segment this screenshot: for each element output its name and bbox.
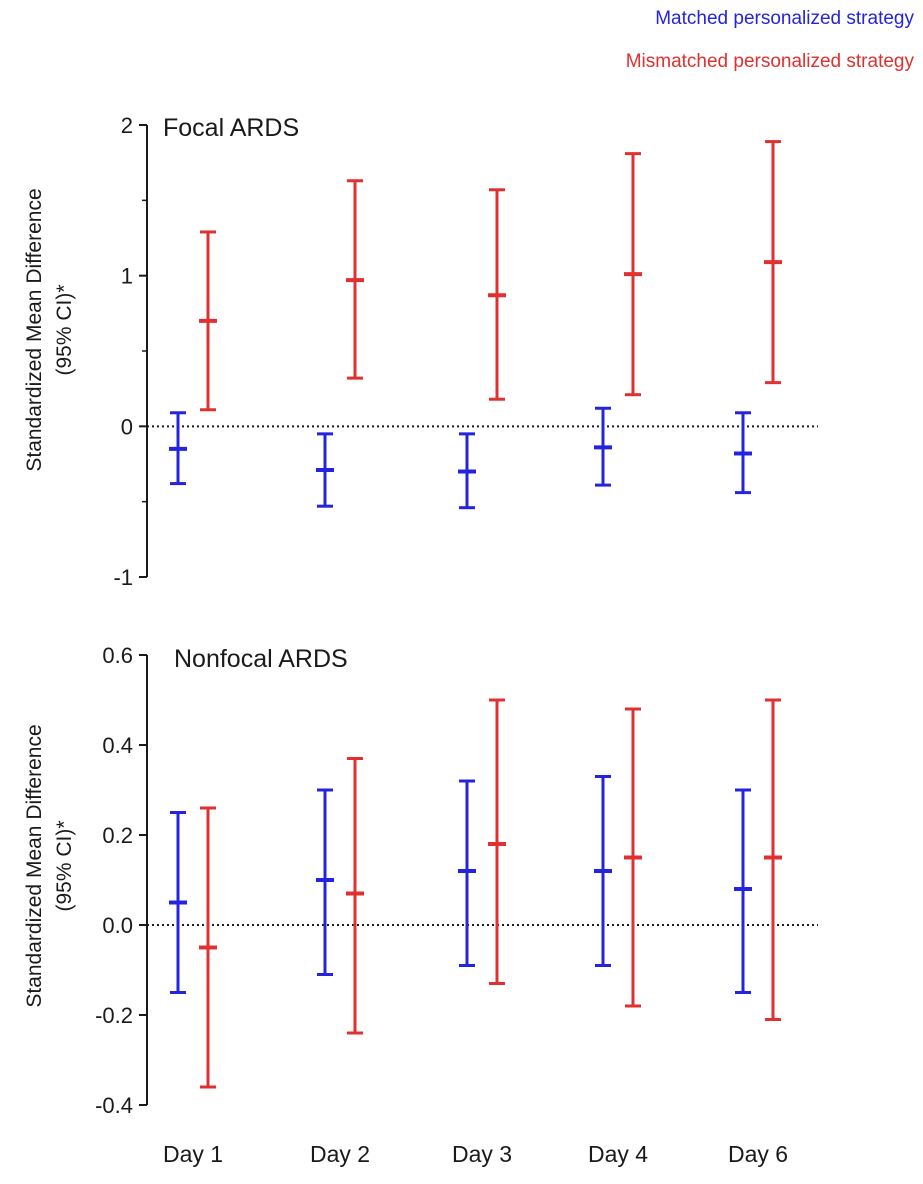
x-category-label: Day 4 (588, 1141, 648, 1167)
x-category-label: Day 1 (163, 1141, 223, 1167)
focal-ylabel-line1: Standardized Mean Difference (23, 188, 46, 471)
nonfocal-matched-errorbar-5 (734, 788, 752, 994)
focal-ards-panel: Focal ARDS Standardized Mean Difference … (23, 113, 818, 590)
focal-matched-errorbar-5 (734, 411, 752, 495)
focal-y-tick-label: 0 (121, 414, 133, 439)
focal-ylabel-line2: (95% CI)* (53, 284, 76, 375)
x-category-label: Day 6 (728, 1141, 788, 1167)
nonfocal-y-tick-label: 0.4 (102, 733, 133, 758)
focal-mismatched-errorbar-2 (346, 179, 364, 380)
focal-matched-errorbar-4 (594, 406, 612, 487)
focal-y-tick-label: 2 (121, 113, 133, 138)
focal-matched-errorbar-3 (458, 432, 476, 510)
nonfocal-matched-errorbar-2 (316, 788, 334, 976)
nonfocal-mismatched-errorbar-1 (199, 806, 217, 1089)
nonfocal-y-tick-label: 0.2 (102, 823, 133, 848)
nonfocal-mismatched-errorbar-2 (346, 757, 364, 1035)
focal-mismatched-errorbar-5 (764, 140, 782, 385)
nonfocal-ards-panel: Nonfocal ARDS Standardized Mean Differen… (23, 643, 818, 1118)
focal-mismatched-errorbar-1 (199, 230, 217, 412)
nonfocal-ylabel-line2: (95% CI)* (53, 820, 76, 911)
legend-mismatched-label: Mismatched personalized strategy (626, 51, 915, 72)
nonfocal-ylabel-line1: Standardized Mean Difference (23, 724, 46, 1007)
focal-y-tick-label: -1 (113, 565, 133, 590)
focal-marks: 2 1 0 -1 (113, 113, 818, 590)
x-category-label: Day 2 (310, 1141, 370, 1167)
nonfocal-y-tick-label: -0.2 (95, 1003, 133, 1028)
nonfocal-matched-errorbar-1 (169, 811, 187, 994)
nonfocal-y-tick-label: 0.6 (102, 643, 133, 668)
focal-y-tick-label: 1 (121, 264, 133, 289)
focal-panel-title: Focal ARDS (163, 114, 299, 142)
x-category-label: Day 3 (452, 1141, 512, 1167)
nonfocal-mismatched-errorbar-4 (624, 707, 642, 1008)
x-category-labels: Day 1 Day 2 Day 3 Day 4 Day 6 (163, 1141, 788, 1167)
nonfocal-y-tick-label: 0.0 (102, 913, 133, 938)
focal-mismatched-errorbar-3 (488, 188, 506, 401)
legend-matched-label: Matched personalized strategy (655, 8, 914, 29)
focal-matched-errorbar-2 (316, 432, 334, 508)
focal-matched-errorbar-1 (169, 411, 187, 486)
nonfocal-y-tick-label: -0.4 (95, 1093, 133, 1118)
nonfocal-panel-title: Nonfocal ARDS (174, 645, 348, 673)
nonfocal-matched-errorbar-3 (458, 779, 476, 967)
nonfocal-marks: 0.6 0.4 0.2 0.0 -0.2 -0.4 (95, 643, 818, 1118)
nonfocal-matched-errorbar-4 (594, 775, 612, 967)
nonfocal-mismatched-errorbar-5 (764, 698, 782, 1021)
focal-mismatched-errorbar-4 (624, 152, 642, 397)
nonfocal-mismatched-errorbar-3 (488, 698, 506, 985)
